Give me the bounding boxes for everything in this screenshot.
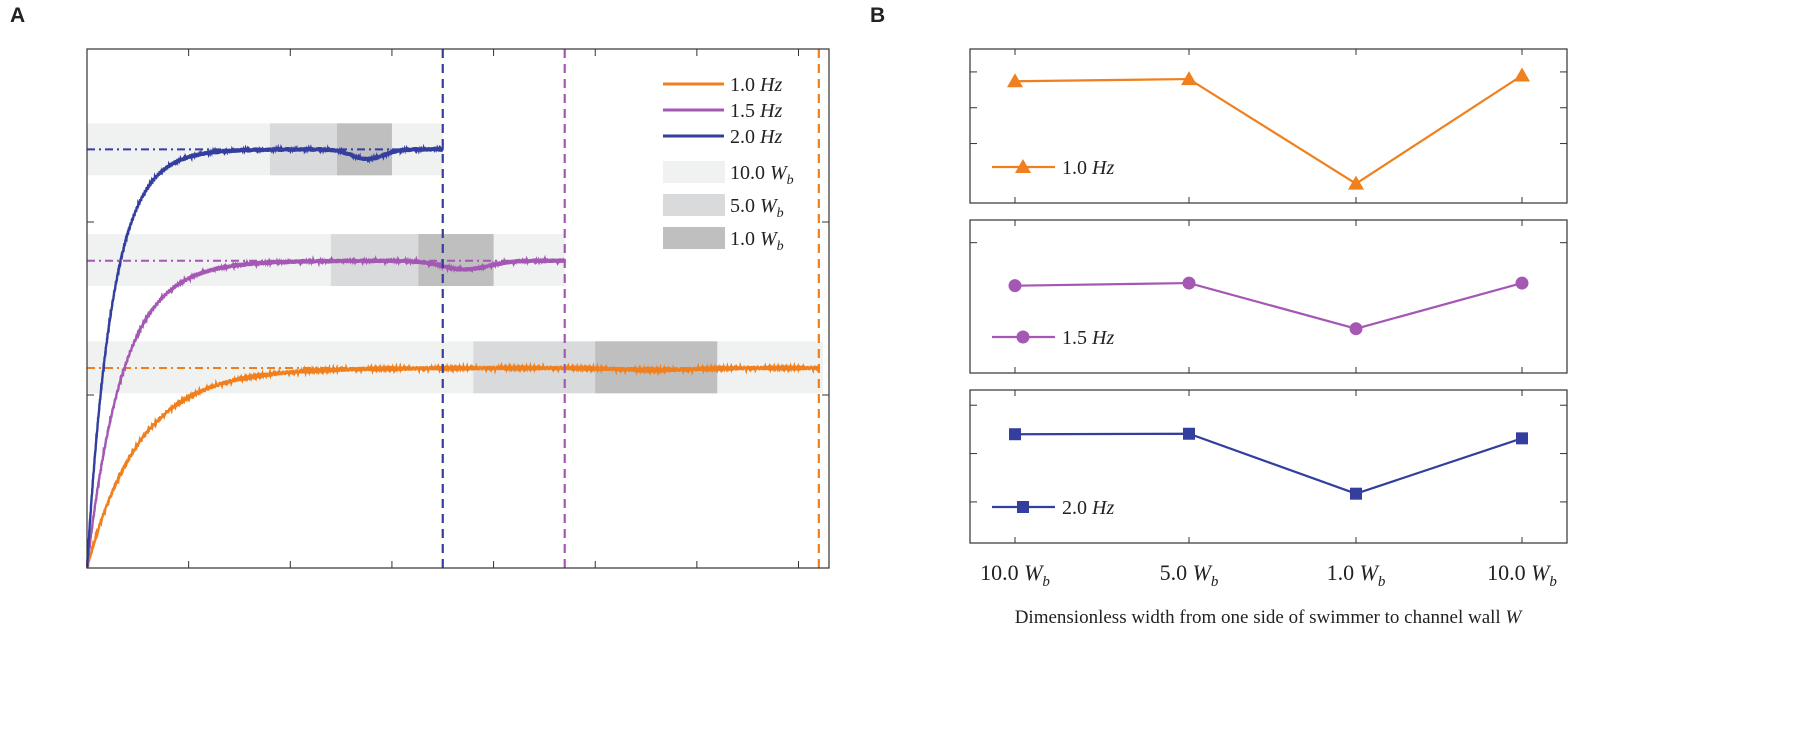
legend-label: 2.0 Hz [730, 126, 782, 148]
data-point [1009, 428, 1021, 441]
legend-swatch [663, 161, 725, 183]
legend-label: 2.0 Hz [1062, 497, 1114, 519]
subplot-axes [969, 219, 1568, 374]
legend-label: 1.0 Hz [730, 74, 782, 96]
x-tick-label: 5.0 Wb [1160, 560, 1219, 590]
average-speed-line [1014, 432, 1523, 495]
average-speed-line [1014, 281, 1523, 330]
panel-a-axes [86, 48, 830, 569]
data-point [1183, 427, 1195, 440]
legend-label: 1.5 Hz [1062, 327, 1114, 349]
legend-label: 1.0 Wb [730, 228, 784, 254]
speed-curve [85, 143, 444, 568]
x-tick-label: 10.0 Wb [1487, 560, 1557, 590]
x-axis-label: Dimensionless width from one side of swi… [1015, 607, 1524, 628]
speed-curve [85, 361, 821, 569]
data-point [1516, 432, 1528, 445]
panel-a-label: A [10, 4, 25, 27]
panel-b-label: B [870, 4, 885, 27]
subplot-axes [969, 389, 1568, 544]
legend-swatch [663, 227, 725, 249]
x-tick-label: 10.0 Wb [980, 560, 1050, 590]
speed-curve [86, 254, 566, 568]
x-tick-label: 1.0 Wb [1327, 560, 1386, 590]
average-speed-line [1014, 74, 1523, 185]
legend-label: 1.5 Hz [730, 100, 782, 122]
data-point [1182, 276, 1196, 290]
data-point [1350, 487, 1362, 500]
legend-label: 10.0 Wb [730, 162, 794, 188]
legend-marker [1016, 330, 1030, 344]
legend-marker [1017, 501, 1029, 513]
data-point [1515, 276, 1529, 290]
data-point [1349, 322, 1363, 336]
data-point [1181, 71, 1197, 86]
subplot-axes [969, 48, 1568, 204]
legend-swatch [663, 194, 725, 216]
legend-marker [1015, 159, 1031, 173]
data-point [1514, 67, 1530, 82]
data-point [1007, 73, 1023, 88]
legend-label: 5.0 Wb [730, 195, 784, 221]
data-point [1008, 279, 1022, 293]
legend-label: 1.0 Hz [1062, 157, 1114, 179]
data-point [1348, 175, 1364, 190]
